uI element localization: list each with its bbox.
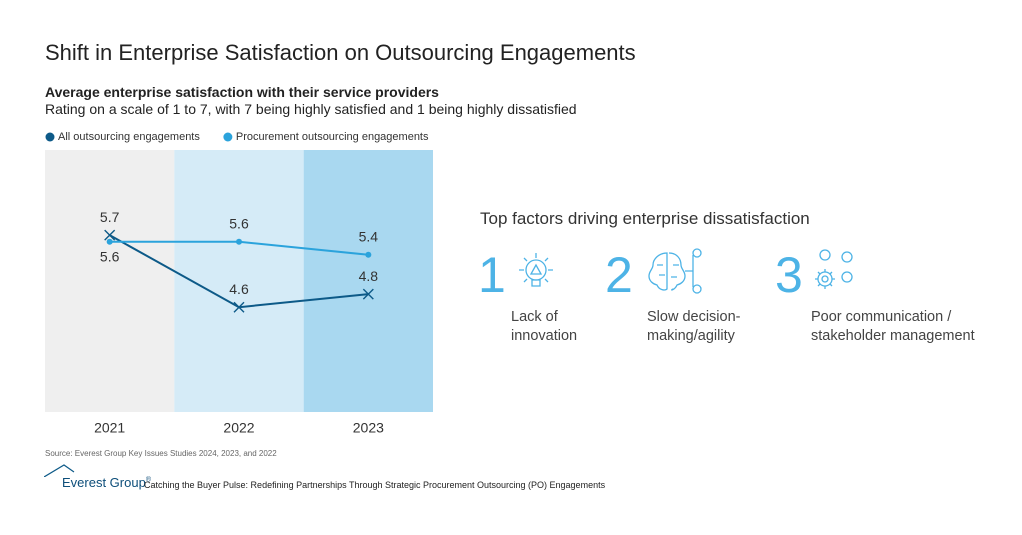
x-tick-label: 2022 [223, 420, 254, 436]
icon-innovation [519, 253, 553, 287]
chart-subtitle: Rating on a scale of 1 to 7, with 7 bein… [45, 101, 577, 117]
brand: Everest Group® [62, 475, 151, 490]
logo-mountain [44, 464, 75, 477]
point-marker [362, 288, 374, 300]
factors-title: Top factors driving enterprise dissatisf… [480, 209, 810, 228]
page-title: Shift in Enterprise Satisfaction on Outs… [45, 40, 636, 65]
data-label: 5.4 [359, 229, 379, 245]
legend-label: All outsourcing engagements [58, 131, 200, 143]
band [174, 150, 304, 412]
point-marker [104, 229, 116, 241]
legend-marker [45, 132, 55, 142]
factor-label: Poor communication / stakeholder managem… [811, 309, 975, 344]
icon-gears [815, 249, 853, 289]
data-label: 5.6 [100, 248, 120, 264]
brand-mark: ® [145, 476, 151, 484]
legend-label: Procurement outsourcing engagements [236, 131, 429, 143]
icon-brain [648, 248, 702, 294]
data-label: 4.8 [359, 268, 379, 284]
x-tick-label: 2021 [94, 420, 125, 436]
band [45, 150, 175, 412]
x-tick-label: 2023 [353, 420, 384, 436]
brand-name: Everest Group [62, 475, 146, 490]
band [303, 150, 433, 412]
data-label: 5.6 [229, 215, 249, 231]
point-marker [236, 238, 242, 245]
data-label: 5.7 [100, 209, 120, 225]
chart-title: Average enterprise satisfaction with the… [45, 84, 439, 100]
legend-marker [223, 132, 233, 142]
point-marker [233, 301, 245, 313]
factor-number: 1 [478, 247, 506, 303]
point-marker [365, 251, 372, 258]
data-label: 4.6 [229, 281, 249, 297]
source: Source: Everest Group Key Issues Studies… [45, 449, 277, 458]
point-marker [106, 238, 113, 245]
factor-label: Lack of innovation [511, 309, 578, 344]
factor-number: 2 [605, 247, 633, 303]
factor-number: 3 [775, 247, 803, 303]
factor-label: Slow decision-making/agility [647, 309, 741, 344]
report-title: Catching the Buyer Pulse: Redefining Par… [144, 480, 606, 490]
